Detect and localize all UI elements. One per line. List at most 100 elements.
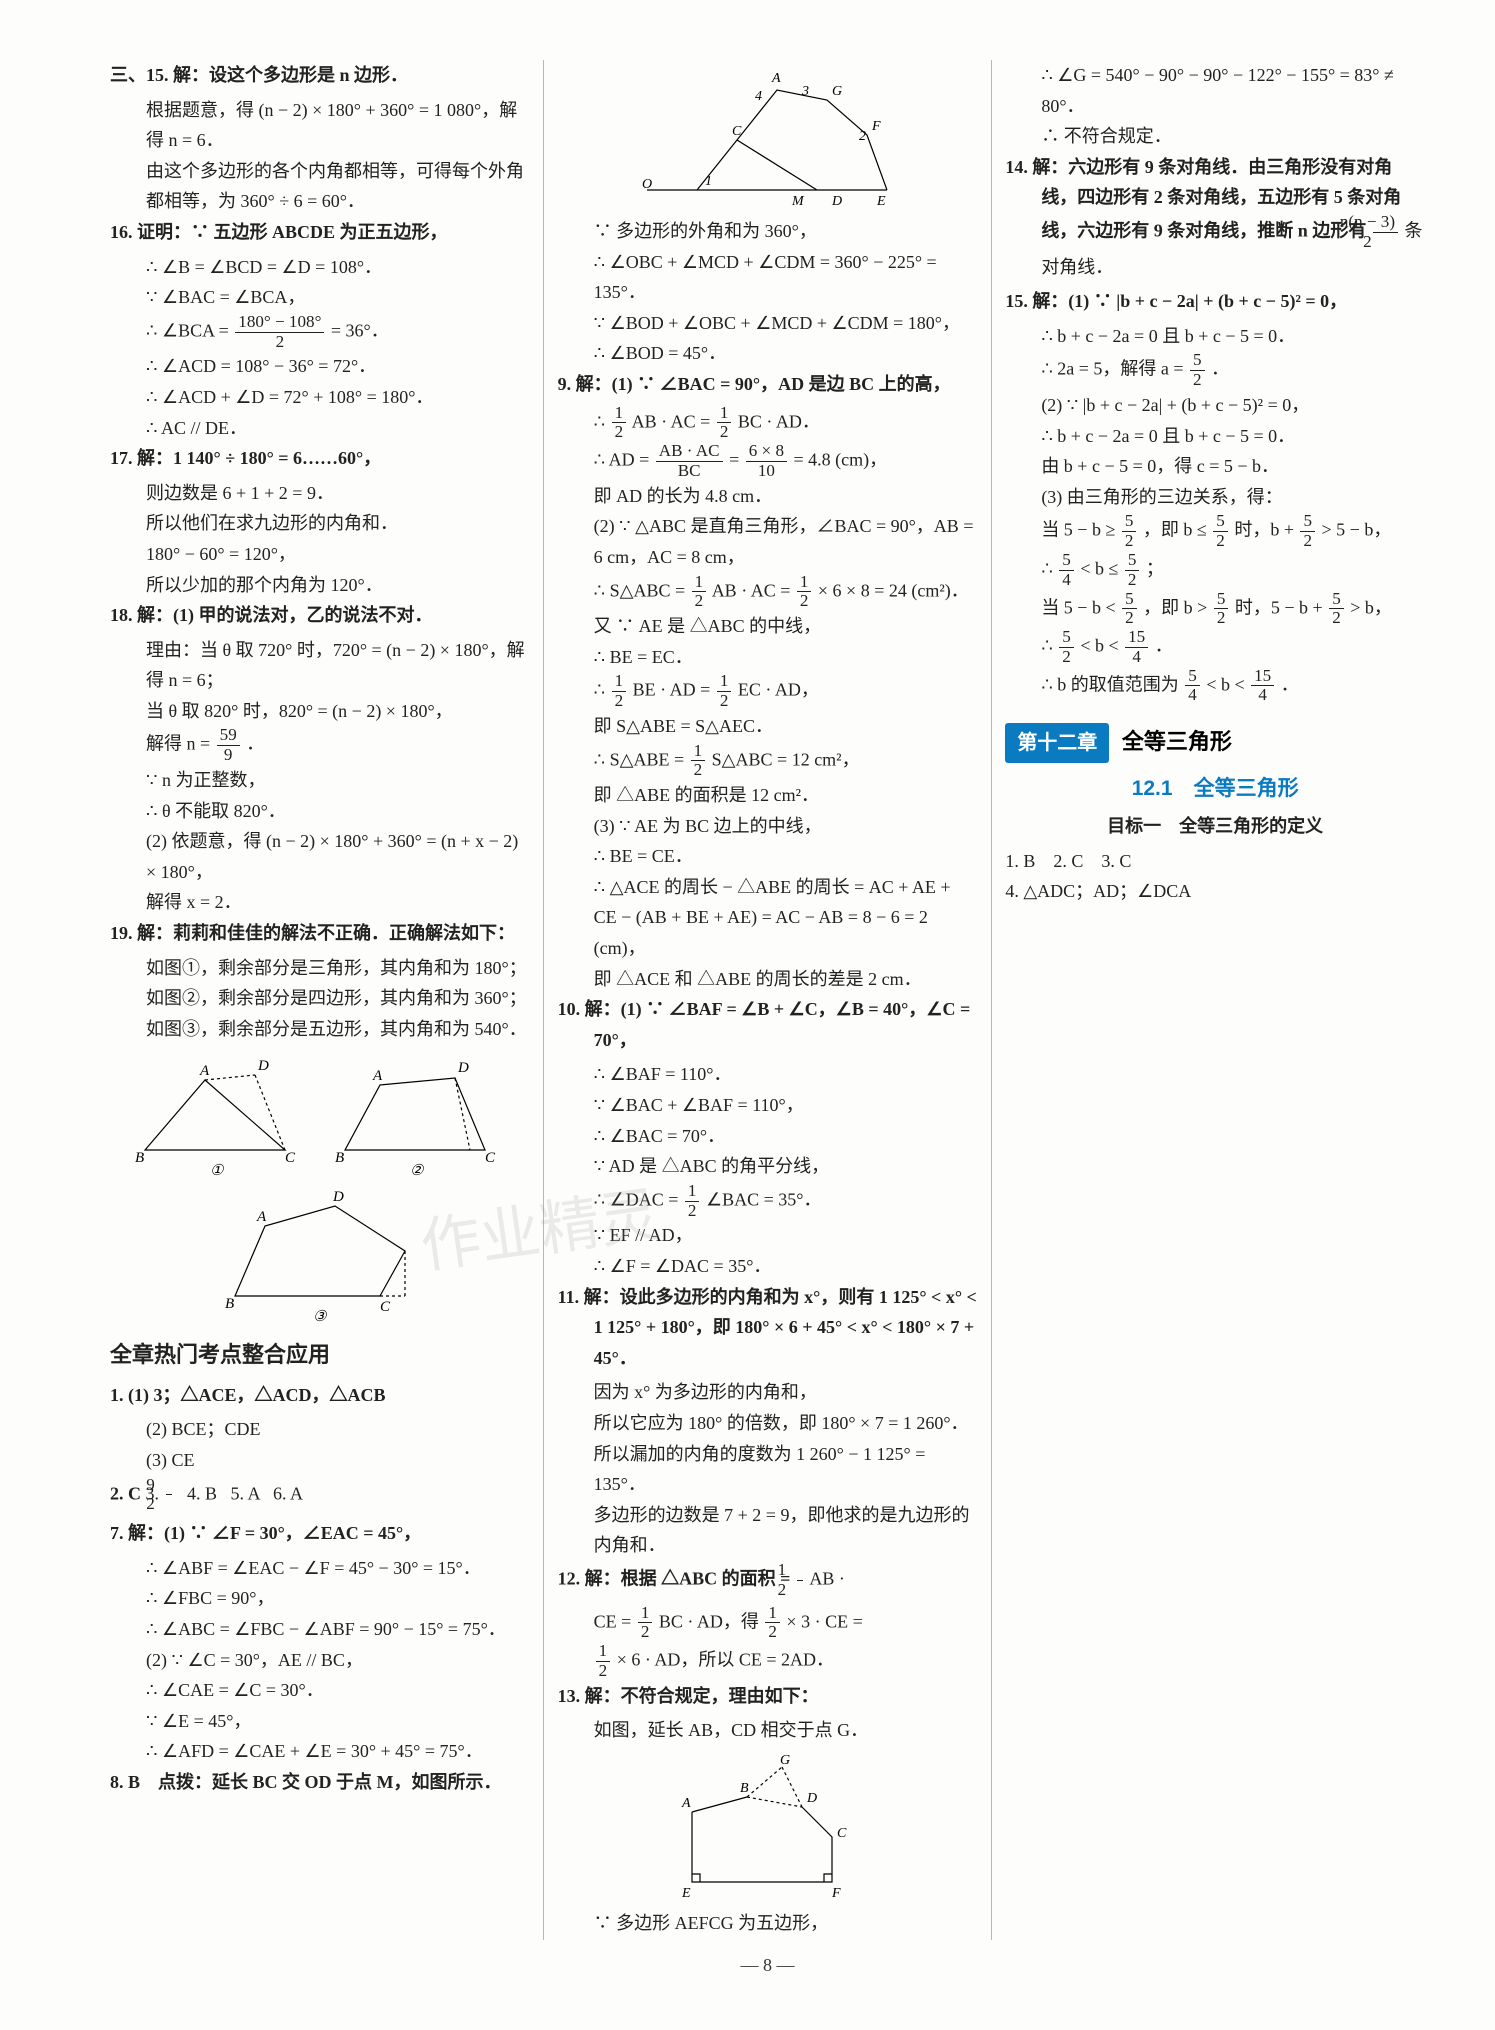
problem-18: 18. 解：(1) 甲的说法对，乙的说法不对． <box>110 600 530 631</box>
problem-9: 9. 解：(1) ∵ ∠BAC = 90°，AD 是边 BC 上的高， <box>558 369 978 400</box>
p19-l3: 如图③，剩余部分是五边形，其内角和为 540°． <box>110 1014 530 1045</box>
p12-head-a: 12. 解：根据 △ABC 的面积 = <box>558 1568 795 1588</box>
p9-l13: ∴ BE = CE． <box>558 841 978 872</box>
svg-text:C: C <box>837 1826 847 1841</box>
p17-head: 17. 解：1 140° ÷ 180° = 6……60°， <box>110 448 381 468</box>
svg-text:1: 1 <box>705 174 712 189</box>
p10-l1: ∴ ∠BAF = 110°． <box>558 1059 978 1090</box>
p18-l3a: 解得 n = <box>146 734 215 754</box>
p18-l6: (2) 依题意，得 (n − 2) × 180° + 360° = (n + x… <box>110 826 530 887</box>
subchap-12-1: 12.1 全等三角形 <box>1005 771 1425 807</box>
p17-l1: 则边数是 6 + 1 + 2 = 9． <box>110 478 530 509</box>
svg-text:C: C <box>380 1299 391 1315</box>
ch12-ans4: 4. △ADC；AD；∠DCA <box>1005 876 1425 907</box>
svg-text:③: ③ <box>313 1309 328 1325</box>
p13-l4: ∴ 不符合规定． <box>1005 121 1425 152</box>
c7-l1: ∴ ∠FBC = 90°， <box>110 1583 530 1614</box>
page-number: — 8 — <box>110 1950 1425 1981</box>
p9-l2: ∴ AD = AB · ACBC = 6 × 810 = 4.8 (cm)， <box>558 442 978 481</box>
problem-15: 三、15. 解：设这个多边形是 n 边形． <box>110 60 530 91</box>
p8-l1: ∵ 多边形的外角和为 360°， <box>558 216 978 247</box>
svg-text:A: A <box>372 1068 383 1084</box>
p10-head: 10. 解：(1) ∵ ∠BAF = ∠B + ∠C，∠B = 40°，∠C =… <box>558 999 971 1050</box>
p9-l1: ∴ 12 AB · AC = 12 BC · AD． <box>558 404 978 443</box>
svg-text:D: D <box>831 194 842 209</box>
problem-15b: 15. 解：(1) ∵ |b + c − 2a| + (b + c − 5)² … <box>1005 286 1425 317</box>
chapter-12-box: 第十二章 <box>1005 723 1109 763</box>
answer-row-2-6: 2. C 3. 92 4. B 5. A 6. A <box>110 1476 530 1515</box>
p13-l1: 如图，延长 AB，CD 相交于点 G． <box>558 1715 978 1746</box>
svg-text:B: B <box>135 1150 144 1166</box>
p9-l6: 又 ∵ AE 是 △ABC 的中线， <box>558 611 978 642</box>
p18-frac: 599 <box>217 726 240 765</box>
a5: 5. A <box>231 1483 260 1503</box>
svg-text:C: C <box>732 124 742 139</box>
p10-l2: ∵ ∠BAC + ∠BAF = 110°， <box>558 1090 978 1121</box>
p15b-l6: (3) 由三角形的三边关系，得： <box>1005 482 1425 513</box>
a6: 6. A <box>273 1483 303 1503</box>
p18-l1: 理由：当 θ 取 720° 时，720° = (n − 2) × 180°，解得… <box>110 635 530 696</box>
section-head-review: 全章热门考点整合应用 <box>110 1336 530 1373</box>
a4: 4. B <box>187 1483 217 1503</box>
svg-text:2: 2 <box>859 129 866 144</box>
p10-l6: ∵ EF // AD， <box>558 1220 978 1251</box>
p12-head-b: AB · <box>809 1568 845 1588</box>
p9-l4: (2) ∵ △ABC 是直角三角形，∠BAC = 90°，AB = 6 cm，A… <box>558 511 978 572</box>
p8-head: 8. B 点拨：延长 BC 交 OD 于点 M，如图所示． <box>110 1772 502 1792</box>
svg-text:F: F <box>831 1886 841 1901</box>
problem-12: 12. 解：根据 △ABC 的面积 = 12 AB · <box>558 1561 978 1600</box>
p16-l3a: ∴ ∠BCA = <box>146 320 233 340</box>
svg-text:②: ② <box>410 1163 425 1179</box>
p19-l1: 如图①，剩余部分是三角形，其内角和为 180°； <box>110 953 530 984</box>
problem-16: 16. 证明：∵ 五边形 ABCDE 为正五边形， <box>110 217 530 248</box>
p9-l10: ∴ S△ABE = 12 S△ABC = 12 cm²， <box>558 742 978 781</box>
p16-l4: ∴ ∠ACD = 108° − 36° = 72°． <box>110 351 530 382</box>
p15-l2: 由这个多边形的各个内角都相等，可得每个外角都相等，为 360° ÷ 6 = 60… <box>110 156 530 217</box>
svg-text:D: D <box>457 1060 469 1076</box>
p17-l4: 所以少加的那个内角为 120°． <box>110 570 530 601</box>
a1-l3: (3) CE <box>110 1445 530 1476</box>
p15b-l10: ∴ 52 < b < 154 ． <box>1005 628 1425 667</box>
p11-l3: 所以漏加的内角的度数为 1 260° − 1 125° = 135°． <box>558 1439 978 1500</box>
c7-l6: ∴ ∠AFD = ∠CAE + ∠E = 30° + 45° = 75°． <box>110 1736 530 1767</box>
p13-l2: ∵ 多边形 AEFCG 为五边形， <box>558 1908 978 1939</box>
svg-text:M: M <box>791 194 805 209</box>
a1-head: 1. (1) 3；△ACE，△ACD，△ACB <box>110 1385 386 1405</box>
a2: 2. C <box>110 1483 141 1503</box>
p19-head: 19. 解：莉莉和佳佳的解法不正确．正确解法如下： <box>110 923 515 943</box>
p11-l1: 因为 x° 为多边形的内角和， <box>558 1377 978 1408</box>
c7-l2: ∴ ∠ABC = ∠FBC − ∠ABF = 90° − 15° = 75°． <box>110 1614 530 1645</box>
p18-head: 18. 解：(1) 甲的说法对，乙的说法不对． <box>110 605 433 625</box>
diagram-19-row2: ABCD ③ <box>205 1186 435 1326</box>
p18-l4: ∵ n 为正整数， <box>110 765 530 796</box>
p16-l2: ∵ ∠BAC = ∠BCA， <box>110 282 530 313</box>
p18-l2: 当 θ 取 820° 时，820° = (n − 2) × 180°， <box>110 696 530 727</box>
p15b-l7: 当 5 − b ≥ 52 ，即 b ≤ 52 时，b + 52 > 5 − b， <box>1005 512 1425 551</box>
svg-text:E: E <box>681 1886 691 1901</box>
p15b-l8: ∴ 54 < b ≤ 52 ； <box>1005 551 1425 590</box>
answer-1: 1. (1) 3；△ACE，△ACD，△ACB <box>110 1380 530 1411</box>
svg-text:F: F <box>871 119 881 134</box>
answer-7: 7. 解：(1) ∵ ∠F = 30°，∠EAC = 45°， <box>110 1518 530 1549</box>
a7-l1: ∴ ∠ABF = ∠EAC − ∠F = 45° − 30° = 15°． <box>110 1553 530 1584</box>
a1-l2: (2) BCE；CDE <box>110 1414 530 1445</box>
p16-l6: ∴ AC // DE． <box>110 413 530 444</box>
p18-l7: 解得 x = 2． <box>110 887 530 918</box>
p15b-l1: ∴ b + c − 2a = 0 且 b + c − 5 = 0． <box>1005 321 1425 352</box>
c7-l3: (2) ∵ ∠C = 30°，AE // BC， <box>110 1645 530 1676</box>
p18-l3: 解得 n = 599 ． <box>110 726 530 765</box>
p15b-l5: 由 b + c − 5 = 0，得 c = 5 − b． <box>1005 451 1425 482</box>
svg-text:E: E <box>876 194 886 209</box>
p15b-l2: ∴ 2a = 5，解得 a = 52 ． <box>1005 351 1425 390</box>
svg-text:D: D <box>332 1189 344 1205</box>
p9-head: 9. 解：(1) ∵ ∠BAC = 90°，AD 是边 BC 上的高， <box>558 374 951 394</box>
problem-13: 13. 解：不符合规定，理由如下： <box>558 1681 978 1712</box>
svg-text:①: ① <box>210 1163 225 1179</box>
page-columns: 三、15. 解：设这个多边形是 n 边形． 根据题意，得 (n − 2) × 1… <box>110 60 1425 1940</box>
p12-l1: CE = 12 BC · AD，得 12 × 3 · CE = <box>558 1604 978 1643</box>
p18-l5: ∴ θ 不能取 820°． <box>110 796 530 827</box>
svg-text:C: C <box>285 1150 296 1166</box>
p9-l12: (3) ∵ AE 为 BC 边上的中线， <box>558 811 978 842</box>
p9-l9: 即 S△ABE = S△AEC． <box>558 711 978 742</box>
p8-l3: ∵ ∠BOD + ∠OBC + ∠MCD + ∠CDM = 180°， <box>558 308 978 339</box>
